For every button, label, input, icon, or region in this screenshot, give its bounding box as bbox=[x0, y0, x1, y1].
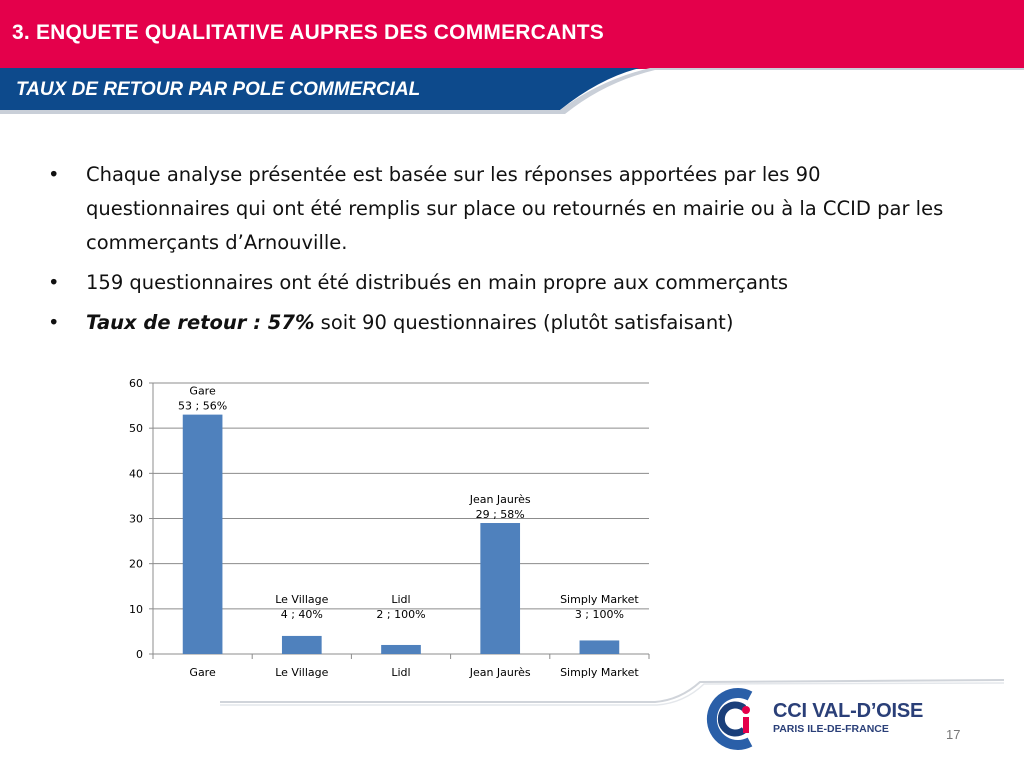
bullet-item: • Chaque analyse présentée est basée sur… bbox=[48, 158, 948, 260]
x-tick-label: Simply Market bbox=[560, 666, 639, 679]
y-tick-label: 50 bbox=[129, 422, 143, 435]
data-label: 2 ; 100% bbox=[376, 608, 425, 621]
section-subtitle: TAUX DE RETOUR PAR POLE COMMERCIAL bbox=[16, 79, 421, 100]
bullet-icon: • bbox=[48, 311, 60, 334]
bullet-text: Chaque analyse présentée est basée sur l… bbox=[86, 163, 944, 254]
x-tick-label: Jean Jaurès bbox=[469, 666, 531, 679]
y-tick-label: 0 bbox=[136, 648, 143, 661]
y-tick-label: 60 bbox=[129, 377, 143, 390]
bullet-emphasis: Taux de retour : 57% bbox=[86, 311, 315, 334]
data-label: Simply Market bbox=[560, 593, 639, 606]
data-label: 53 ; 56% bbox=[178, 400, 227, 413]
bullet-item: • Taux de retour : 57% soit 90 questionn… bbox=[48, 306, 948, 340]
y-tick-label: 10 bbox=[129, 603, 143, 616]
bar bbox=[281, 635, 322, 654]
bar bbox=[480, 523, 521, 654]
bullet-text: soit 90 questionnaires (plutôt satisfais… bbox=[314, 311, 734, 334]
data-label: Lidl bbox=[391, 593, 410, 606]
data-label: Le Village bbox=[275, 593, 328, 606]
bar bbox=[182, 414, 223, 654]
bar bbox=[579, 640, 620, 654]
logo-subtitle: PARIS ILE-DE-FRANCE bbox=[773, 723, 889, 735]
x-tick-label: Gare bbox=[189, 666, 216, 679]
data-label: 4 ; 40% bbox=[281, 608, 323, 621]
subtitle-bar bbox=[0, 68, 1024, 114]
x-tick-label: Le Village bbox=[275, 666, 328, 679]
cci-logo: CCI VAL-D’OISE PARIS ILE-DE-FRANCE bbox=[700, 684, 940, 754]
bullet-text: 159 questionnaires ont été distribués en… bbox=[86, 271, 789, 294]
slide-title: 3. ENQUETE QUALITATIVE AUPRES DES COMMER… bbox=[12, 21, 604, 44]
page-number: 17 bbox=[946, 727, 961, 742]
y-tick-label: 40 bbox=[129, 467, 143, 480]
data-label: 3 ; 100% bbox=[575, 608, 624, 621]
data-label: Jean Jaurès bbox=[469, 493, 531, 506]
x-tick-label: Lidl bbox=[391, 666, 410, 679]
logo-name: CCI VAL-D’OISE bbox=[773, 700, 924, 722]
data-label: 29 ; 58% bbox=[476, 508, 525, 521]
data-label: Gare bbox=[189, 385, 216, 398]
bullet-icon: • bbox=[48, 163, 60, 186]
y-tick-label: 20 bbox=[129, 558, 143, 571]
bullet-item: • 159 questionnaires ont été distribués … bbox=[48, 266, 948, 300]
bullet-icon: • bbox=[48, 271, 60, 294]
bar bbox=[381, 644, 421, 654]
y-tick-label: 30 bbox=[129, 513, 143, 526]
header-bar bbox=[0, 0, 1024, 69]
cci-logo-icon bbox=[706, 688, 753, 750]
bullet-list: • Chaque analyse présentée est basée sur… bbox=[48, 158, 948, 340]
